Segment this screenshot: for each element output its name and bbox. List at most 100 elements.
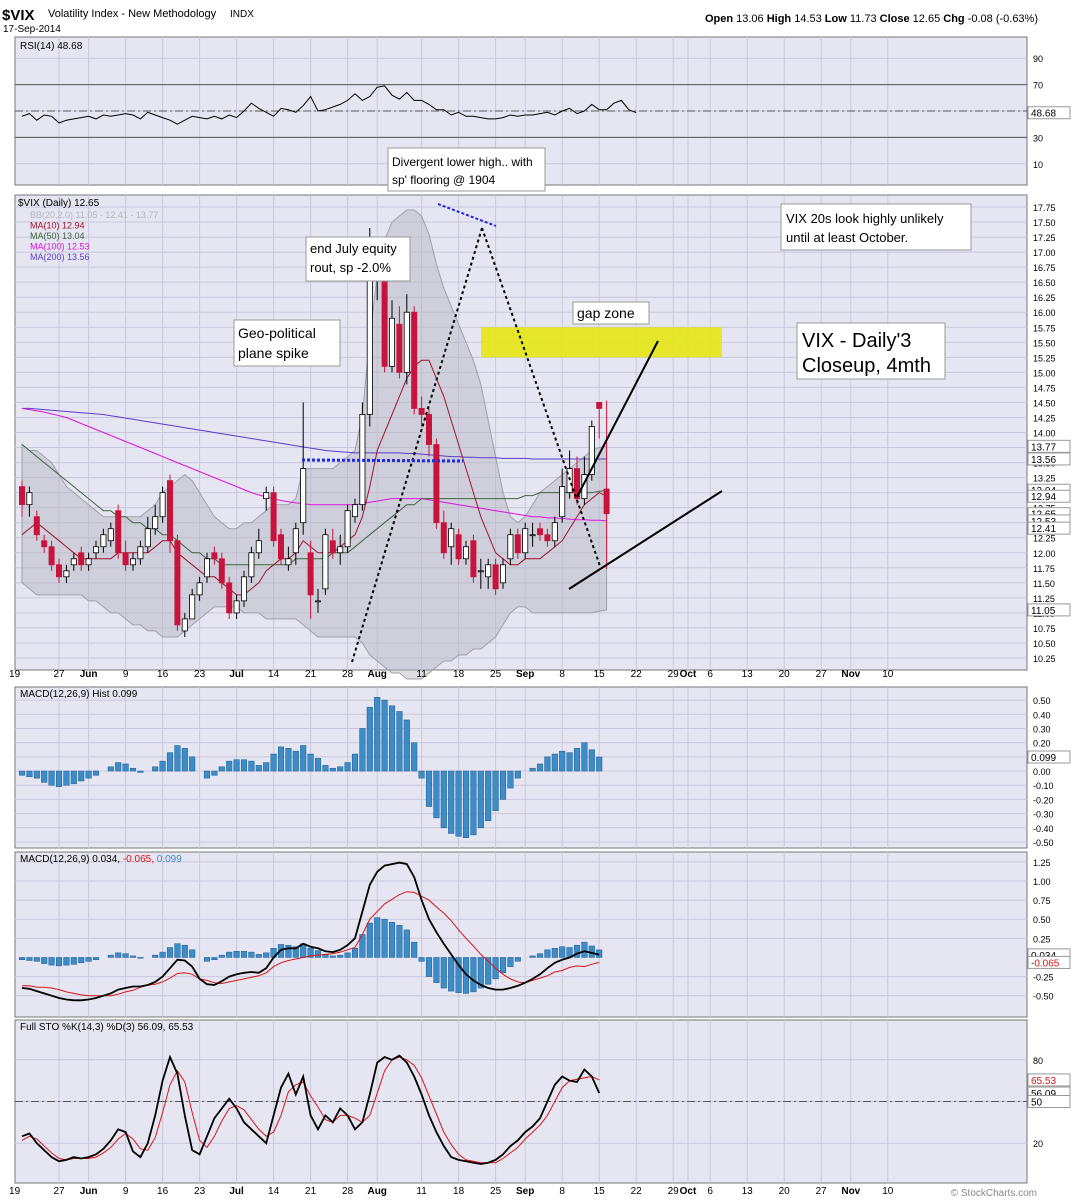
tick-label: 70 xyxy=(1033,81,1043,91)
hist-bar xyxy=(499,770,507,800)
value-tag xyxy=(1027,452,1071,466)
hist-bar xyxy=(152,766,159,772)
tick-label: 10.75 xyxy=(1033,624,1056,634)
hist-bar xyxy=(115,762,122,772)
exchange-label: INDX xyxy=(230,9,254,20)
x-tick-label: 14 xyxy=(268,669,280,680)
macd-hist-bar xyxy=(418,957,425,962)
hist-bar xyxy=(337,766,344,772)
hist-bar xyxy=(137,770,144,773)
value-tag xyxy=(1027,750,1071,764)
tick-label: 16.25 xyxy=(1033,293,1056,303)
x-tick-label: 10 xyxy=(882,1186,894,1197)
macd-hist-bar xyxy=(115,952,122,958)
candle xyxy=(285,546,292,571)
tick-label: 15.00 xyxy=(1033,368,1056,378)
ohlc-value-low: 11.73 xyxy=(850,13,877,25)
tick-label: 10.25 xyxy=(1033,654,1056,664)
candle xyxy=(470,534,477,583)
hist-bar xyxy=(536,763,544,772)
hist-bar xyxy=(78,770,85,782)
symbol-title: $VIX xyxy=(2,7,35,24)
macd-hist-bar xyxy=(263,952,270,958)
tick-label: 14.25 xyxy=(1033,413,1056,423)
hist-bar xyxy=(588,749,595,772)
price-legend-item: MA(100) 12.53 xyxy=(30,242,90,252)
hist-bar xyxy=(129,767,137,772)
macd-hist-bar xyxy=(507,957,514,967)
hist-bar xyxy=(263,762,270,772)
hist-bar xyxy=(166,752,174,772)
macd-hist-bar xyxy=(314,950,322,958)
value-tag-text: 56.09 xyxy=(1031,1089,1056,1100)
x-tick-label: 25 xyxy=(490,669,502,680)
tick-label: 1.00 xyxy=(1033,877,1051,887)
candle xyxy=(152,504,159,535)
x-tick-label: 15 xyxy=(594,1186,606,1197)
value-tag-text: 11.05 xyxy=(1031,606,1056,617)
price-legend-item: BB(20,2.0) 11.05 - 12.41 - 13.77 xyxy=(30,210,158,220)
tick-label: 0.50 xyxy=(1033,696,1051,706)
value-tag xyxy=(1027,521,1071,535)
hist-bar xyxy=(63,770,70,786)
candle xyxy=(514,528,521,559)
tick-label: 16.00 xyxy=(1033,308,1056,318)
ohlc-readout: Open 13.06 High 14.53 Low 11.73 Close 12… xyxy=(705,13,1038,25)
value-tag-text: 0.099 xyxy=(1031,753,1056,764)
macd-hist-bar xyxy=(122,953,129,958)
x-tick-label: 29 xyxy=(668,669,680,680)
macd-hist-bar xyxy=(152,954,159,958)
macd-hist-bar xyxy=(255,954,262,958)
candle xyxy=(277,528,284,565)
hist-bar xyxy=(329,767,336,772)
divergent-line-1: Divergent lower high.. with xyxy=(392,155,533,169)
sto-k-line xyxy=(21,1054,601,1165)
hist-bar xyxy=(425,770,433,807)
candle xyxy=(300,402,307,535)
tick-label: 0.20 xyxy=(1033,739,1051,749)
big-box xyxy=(796,322,946,380)
hist-bar xyxy=(396,711,403,772)
tick-label: 90 xyxy=(1033,54,1043,64)
candle xyxy=(344,504,351,553)
vix20-line-1: VIX 20s look highly unlikely xyxy=(786,211,944,226)
hist-bar xyxy=(174,745,181,772)
x-tick-label: 19 xyxy=(9,669,21,680)
hist-bar xyxy=(240,759,248,772)
macd-hist-bar xyxy=(514,957,521,962)
x-tick-label: 10 xyxy=(882,669,894,680)
hist-bar xyxy=(277,746,285,772)
x-tick-label: 27 xyxy=(53,1186,65,1197)
candle xyxy=(122,540,129,571)
candle xyxy=(129,552,136,571)
macd-hist-bar xyxy=(581,941,588,958)
macd-hist-bar xyxy=(403,929,410,958)
candle xyxy=(203,552,210,583)
vix20-box xyxy=(780,203,972,251)
candle xyxy=(314,588,321,613)
macd-hist-bar xyxy=(433,957,440,983)
candle xyxy=(41,534,48,553)
hist-bar xyxy=(189,756,196,772)
ohlc-label-close: Close xyxy=(877,13,913,25)
value-tag xyxy=(1027,1073,1071,1087)
tick-label: -0.50 xyxy=(1033,838,1054,848)
tick-label: 15.75 xyxy=(1033,323,1056,333)
macd-hist-bar xyxy=(181,944,188,958)
upper-channel-line xyxy=(576,340,659,498)
panel-bg-macd xyxy=(14,851,1028,1018)
x-tick-label: 27 xyxy=(816,1186,828,1197)
macd-hist-bar xyxy=(18,957,26,960)
tick-label: 12.25 xyxy=(1033,534,1056,544)
macd-hist-bar xyxy=(166,947,174,958)
hist-bar xyxy=(314,758,322,772)
hist-bar xyxy=(514,770,521,779)
ma100-line xyxy=(21,407,607,522)
hist-bar xyxy=(544,756,551,772)
x-tick-label: Nov xyxy=(841,669,860,680)
candle xyxy=(529,522,536,547)
price-title: $VIX (Daily) 12.65 xyxy=(18,198,100,209)
hist-bar xyxy=(92,770,100,776)
candle xyxy=(544,528,551,547)
hist-bar xyxy=(492,770,499,812)
